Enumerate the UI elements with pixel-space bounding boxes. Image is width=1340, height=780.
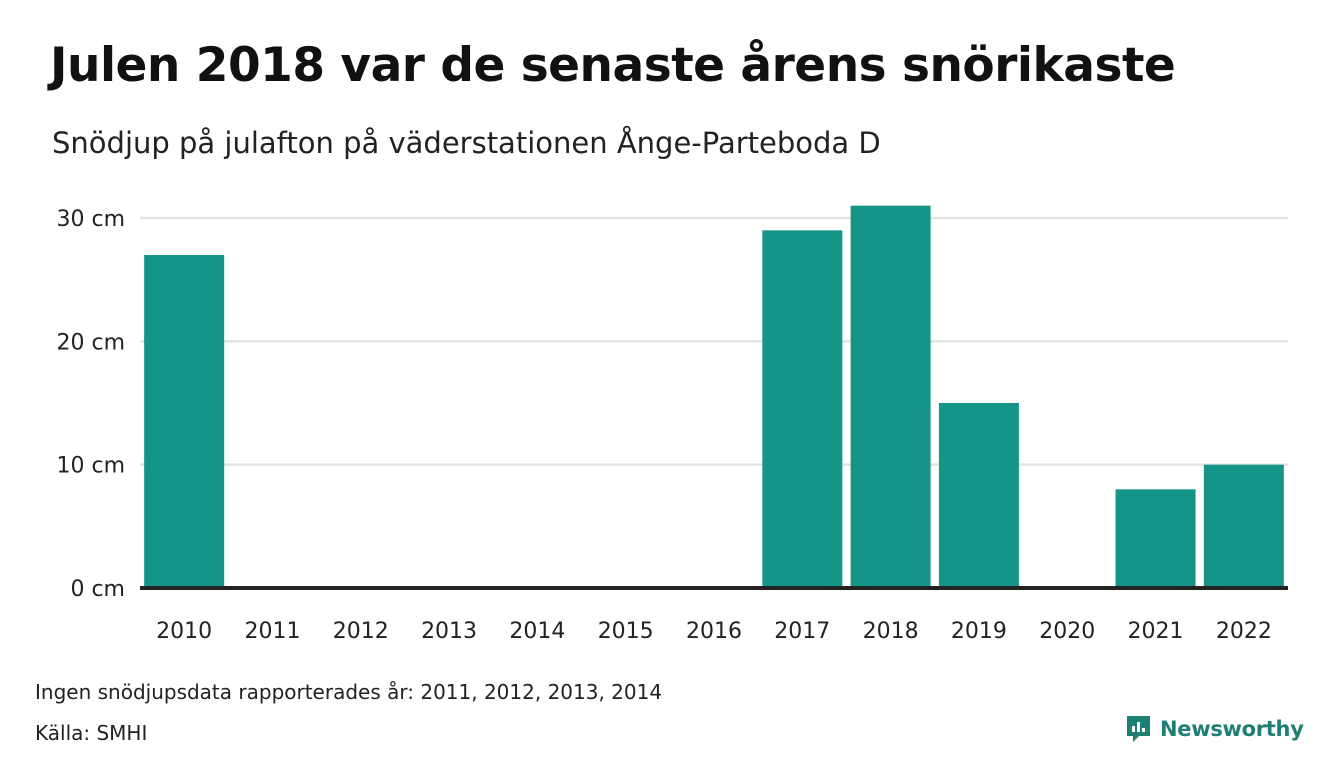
bar-2019	[938, 403, 1019, 588]
x-tick-label: 2018	[863, 619, 919, 644]
bar-chart: 0 cm 10 cm 20 cm 30 cm 2010 2011 2012 2013 2014 2…	[56, 205, 1288, 644]
bar-2017	[762, 230, 843, 589]
bar-2021	[1115, 489, 1196, 588]
x-tick-label: 2020	[1039, 619, 1095, 644]
bar-2018	[850, 205, 931, 588]
x-tick-label: 2014	[509, 619, 565, 644]
chart-subtitle: Snödjup på julafton på väderstationen Ån…	[52, 126, 881, 160]
x-tick-label: 2013	[421, 619, 477, 644]
x-tick-label: 2017	[774, 619, 830, 644]
x-tick-label: 2022	[1216, 619, 1272, 644]
y-tick-label: 20 cm	[56, 330, 125, 355]
newsworthy-logo-icon	[1127, 716, 1150, 742]
brand-logo[interactable]: Newsworthy	[1125, 714, 1304, 744]
y-tick-label: 30 cm	[56, 207, 125, 232]
y-tick-label: 10 cm	[56, 454, 125, 479]
x-tick-label: 2010	[156, 619, 212, 644]
x-tick-label: 2021	[1128, 619, 1184, 644]
x-tick-label: 2015	[598, 619, 654, 644]
x-tick-label: 2012	[333, 619, 389, 644]
bar-2010	[144, 255, 225, 588]
x-tick-label: 2016	[686, 619, 742, 644]
brand-name: Newsworthy	[1160, 717, 1304, 741]
y-tick-label: 0 cm	[70, 577, 125, 602]
bar-2022	[1203, 464, 1284, 588]
chart-title: Julen 2018 var de senaste årens snörikas…	[50, 38, 1176, 93]
x-tick-label: 2019	[951, 619, 1007, 644]
source-text: Källa: SMHI	[35, 721, 148, 745]
x-tick-label: 2011	[244, 619, 300, 644]
missing-data-note: Ingen snödjupsdata rapporterades år: 201…	[35, 680, 663, 704]
